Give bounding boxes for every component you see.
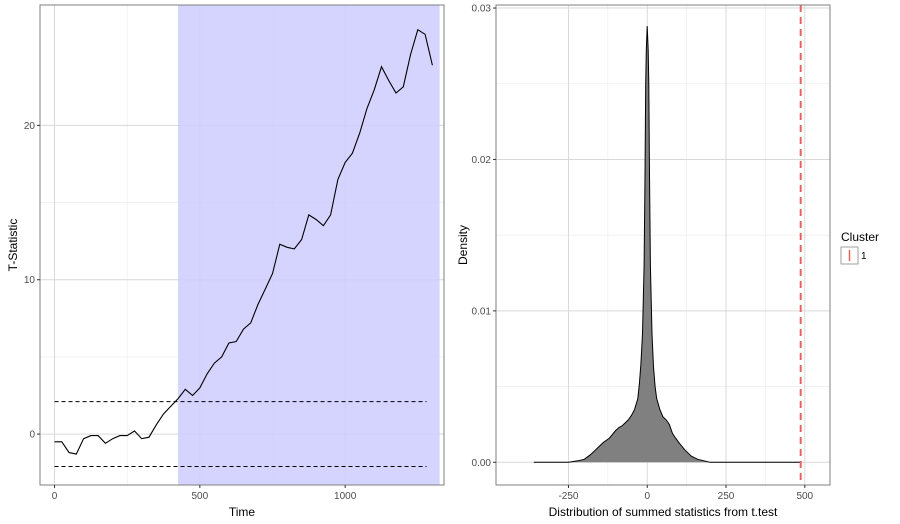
y-tick-label: 0.03 (472, 4, 492, 15)
y-tick-label: 0 (29, 430, 35, 441)
plot-background (496, 5, 830, 485)
x-tick-label: 250 (718, 491, 735, 502)
x-tick-label: 0 (52, 491, 58, 502)
y-tick-label: 20 (24, 121, 36, 132)
x-tick-label: 1000 (334, 491, 357, 502)
x-axis-title: Time (229, 505, 256, 519)
highlight-region (178, 5, 440, 485)
y-tick-label: 10 (24, 275, 36, 286)
x-tick-label: 0 (644, 491, 650, 502)
y-axis-title: T-Statistic (6, 219, 20, 272)
t-statistic-line (54, 28, 433, 455)
y-axis-title: Density (456, 225, 470, 265)
legend-label: 1 (861, 251, 867, 262)
y-tick-label: 0.01 (472, 306, 492, 317)
density-outline (533, 26, 802, 463)
x-axis-title: Distribution of summed statistics from t… (549, 505, 778, 519)
plot-border (495, 4, 831, 486)
right-panel: -250 0 250 500 0.00 0.01 0.02 0.03 Distribution … (456, 4, 831, 519)
x-tick-label: 500 (796, 491, 813, 502)
y-tick-label: 0.02 (472, 155, 492, 166)
x-tick-label: 500 (192, 491, 209, 502)
left-panel: 0 500 1000 0 10 20 Time T-Statistic (6, 4, 445, 519)
legend-title: Cluster (841, 230, 879, 244)
plot-border (39, 4, 445, 486)
legend: Cluster 1 (840, 230, 879, 265)
x-tick-label: -250 (558, 491, 578, 502)
y-tick-label: 0.00 (472, 458, 492, 469)
